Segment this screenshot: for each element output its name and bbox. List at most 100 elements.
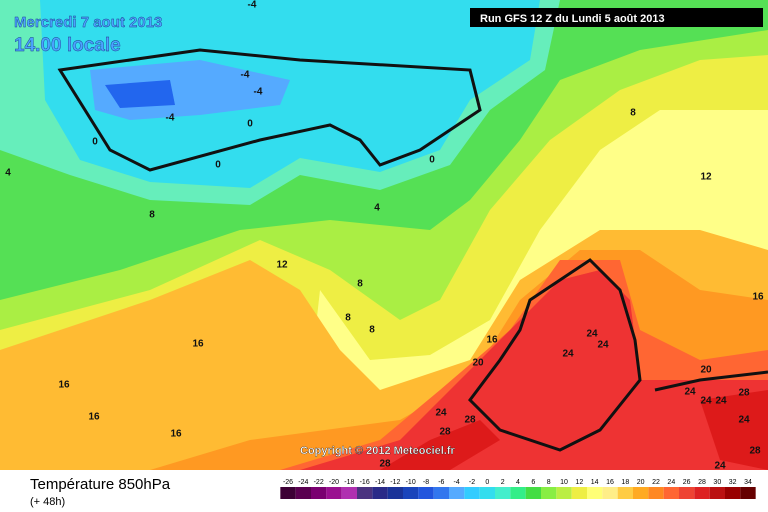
colorbar-swatch	[464, 487, 480, 499]
contour-label: 8	[630, 108, 636, 119]
contour-label: 28	[749, 446, 761, 457]
colorbar-swatch	[449, 487, 465, 499]
colorbar-label: -2	[469, 479, 475, 486]
contour-label: 24	[586, 329, 598, 340]
contour-label: 24	[738, 415, 750, 426]
colorbar-label: 16	[606, 479, 614, 486]
colorbar-label: 2	[501, 479, 505, 486]
colorbar-swatch	[694, 487, 710, 499]
date-label: Mercredi 7 aout 2013	[14, 14, 162, 31]
colorbar-swatch	[709, 487, 725, 499]
colorbar-swatch	[679, 487, 695, 499]
colorbar-swatch	[403, 487, 419, 499]
colorbar-swatch	[387, 487, 403, 499]
colorbar-label: -4	[454, 479, 460, 486]
contour-label: 24	[715, 396, 727, 407]
contour-label: 16	[486, 335, 498, 346]
colorbar-label: 32	[729, 479, 737, 486]
colorbar-swatch	[602, 487, 618, 499]
contour-label: 12	[700, 172, 712, 183]
colorbar-label: 22	[652, 479, 660, 486]
colorbar-swatch	[556, 487, 572, 499]
colorbar-swatch	[479, 487, 495, 499]
contour-labels: -4 -4 -4 -4 0 0 0 0 4 4 8 8 8 8 8 12 12 …	[5, 0, 764, 472]
contour-label: 24	[562, 349, 574, 360]
colorbar-swatch	[433, 487, 449, 499]
contour-label: 24	[684, 387, 696, 398]
colorbar-swatch	[633, 487, 649, 499]
contour-label: 16	[170, 429, 182, 440]
contour-label: -4	[254, 87, 263, 98]
colorbar: -26 -24 -22 -20 -18 -16 -14 -12 -10 -8 -6 -4 -2 0 2 4 6 8…	[280, 479, 756, 499]
colorbar-label: 24	[667, 479, 675, 486]
contour-label: -4	[248, 0, 257, 11]
colorbar-label: -16	[360, 479, 370, 486]
contour-label: 24	[597, 340, 609, 351]
contour-label: 0	[92, 137, 98, 148]
contour-label: 0	[215, 160, 221, 171]
run-label: Run GFS 12 Z du Lundi 5 août 2013	[480, 13, 665, 25]
colorbar-swatch	[571, 487, 587, 499]
contour-label: 16	[58, 380, 70, 391]
colorbar-swatch	[357, 487, 373, 499]
colorbar-swatch	[725, 487, 741, 499]
colorbar-label: 20	[637, 479, 645, 486]
colorbar-swatch	[510, 487, 526, 499]
colorbar-label: 4	[516, 479, 520, 486]
colorbar-label: -24	[298, 479, 308, 486]
colorbar-swatch	[740, 487, 756, 499]
colorbar-label: 28	[698, 479, 706, 486]
colorbar-label: -8	[423, 479, 429, 486]
time-label: 14.00 locale	[14, 35, 121, 56]
contour-label: 28	[379, 459, 391, 470]
colorbar-label: 34	[744, 479, 752, 486]
contour-label: -4	[166, 113, 175, 124]
footer-title: Température 850hPa	[30, 476, 171, 493]
map-field	[0, 0, 768, 470]
contour-label: 28	[738, 388, 750, 399]
contour-label: 16	[88, 412, 100, 423]
contour-label: 8	[149, 210, 155, 221]
contour-label: 4	[374, 203, 380, 214]
contour-label: 12	[276, 260, 288, 271]
colorbar-label: -14	[375, 479, 385, 486]
colorbar-label: 10	[560, 479, 568, 486]
colorbar-label: 26	[683, 479, 691, 486]
colorbar-label: 14	[591, 479, 599, 486]
colorbar-label: -22	[314, 479, 324, 486]
colorbar-swatch	[648, 487, 664, 499]
colorbar-swatch	[326, 487, 342, 499]
contour-label: 28	[439, 427, 451, 438]
colorbar-swatch	[525, 487, 541, 499]
colorbar-swatch	[663, 487, 679, 499]
colorbar-label: 30	[713, 479, 721, 486]
colorbar-swatch	[295, 487, 311, 499]
contour-label: 16	[752, 292, 764, 303]
colorbar-label: -6	[438, 479, 444, 486]
contour-label: 16	[192, 339, 204, 350]
run-box	[470, 8, 763, 27]
colorbar-label: 18	[621, 479, 629, 486]
colorbar-swatch	[311, 487, 327, 499]
contour-label: 24	[700, 396, 712, 407]
colorbar-label: -10	[406, 479, 416, 486]
contour-label: 8	[369, 325, 375, 336]
copyright: Copyright © 2012 Meteociel.fr	[300, 445, 456, 457]
colorbar-swatch	[418, 487, 434, 499]
colorbar-label: 8	[547, 479, 551, 486]
contour-label: 20	[700, 365, 712, 376]
contour-label: 0	[247, 119, 253, 130]
colorbar-swatch	[341, 487, 357, 499]
colorbar-swatch	[541, 487, 557, 499]
colorbar-label: 6	[531, 479, 535, 486]
colorbar-swatch	[372, 487, 388, 499]
contour-label: 24	[714, 461, 726, 472]
contour-label: 8	[345, 313, 351, 324]
contour-label: 24	[435, 408, 447, 419]
contour-label: 28	[464, 415, 476, 426]
colorbar-swatch	[587, 487, 603, 499]
colorbar-label: 12	[575, 479, 583, 486]
colorbar-swatch	[495, 487, 511, 499]
contour-label: 20	[472, 358, 484, 369]
